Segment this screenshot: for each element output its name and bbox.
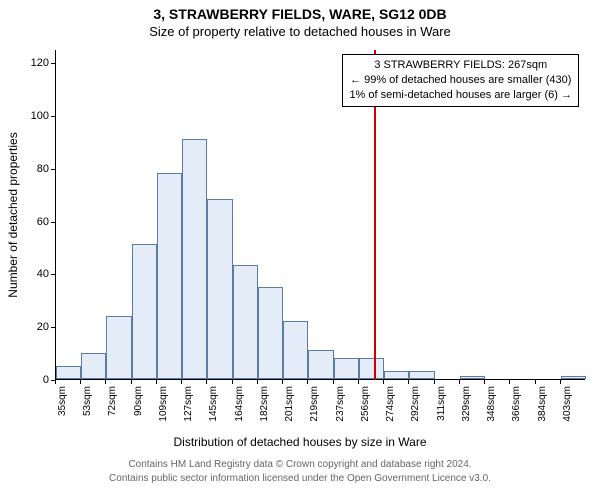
bar	[334, 358, 359, 379]
chart: Number of detached properties 3 STRAWBER…	[55, 50, 585, 380]
x-tick-label: 384sqm	[537, 386, 548, 422]
x-tick-label: 53sqm	[82, 386, 93, 416]
x-tick-label: 35sqm	[57, 386, 68, 416]
x-tick-mark	[307, 380, 308, 384]
x-tick-mark	[358, 380, 359, 384]
bar	[384, 371, 409, 379]
bar	[132, 244, 157, 379]
page-title: 3, STRAWBERRY FIELDS, WARE, SG12 0DB	[0, 6, 600, 22]
y-tick-mark	[51, 327, 55, 328]
x-tick-label: 145sqm	[208, 386, 219, 422]
x-tick-mark	[257, 380, 258, 384]
info-line-2: ← 99% of detached houses are smaller (43…	[349, 73, 572, 88]
x-tick-label: 72sqm	[107, 386, 118, 416]
bar	[258, 287, 283, 379]
info-line-1: 3 STRAWBERRY FIELDS: 267sqm	[349, 58, 572, 73]
x-tick-mark	[55, 380, 56, 384]
x-tick-mark	[156, 380, 157, 384]
x-tick-label: 237sqm	[335, 386, 346, 422]
x-tick-mark	[484, 380, 485, 384]
bar	[460, 376, 485, 379]
x-tick-label: 292sqm	[410, 386, 421, 422]
x-tick-mark	[80, 380, 81, 384]
y-tick-label: 100	[17, 110, 49, 122]
x-axis-label: Distribution of detached houses by size …	[0, 435, 600, 449]
x-tick-mark	[105, 380, 106, 384]
bar	[233, 265, 258, 379]
x-tick-label: 348sqm	[486, 386, 497, 422]
y-tick-label: 60	[17, 216, 49, 228]
bar	[81, 353, 106, 379]
bar	[283, 321, 308, 379]
y-tick-mark	[51, 169, 55, 170]
x-tick-mark	[232, 380, 233, 384]
y-tick-label: 120	[17, 57, 49, 69]
footer: Contains HM Land Registry data © Crown c…	[0, 458, 600, 485]
y-tick-label: 40	[17, 268, 49, 280]
x-tick-mark	[535, 380, 536, 384]
x-tick-mark	[434, 380, 435, 384]
bar	[561, 376, 586, 379]
plot-area: 3 STRAWBERRY FIELDS: 267sqm ← 99% of det…	[55, 50, 585, 380]
x-tick-label: 109sqm	[158, 386, 169, 422]
x-tick-label: 311sqm	[436, 386, 447, 421]
x-tick-mark	[282, 380, 283, 384]
x-tick-mark	[181, 380, 182, 384]
info-line-3: 1% of semi-detached houses are larger (6…	[349, 88, 572, 103]
bar	[207, 199, 232, 379]
x-tick-mark	[206, 380, 207, 384]
x-tick-label: 274sqm	[385, 386, 396, 422]
y-tick-label: 0	[17, 374, 49, 386]
x-tick-label: 164sqm	[234, 386, 245, 422]
x-tick-label: 201sqm	[284, 386, 295, 422]
y-tick-mark	[51, 63, 55, 64]
footer-line-2: Contains public sector information licen…	[0, 472, 600, 486]
x-tick-mark	[131, 380, 132, 384]
x-tick-label: 366sqm	[511, 386, 522, 422]
x-tick-mark	[560, 380, 561, 384]
bar	[308, 350, 333, 379]
x-tick-mark	[408, 380, 409, 384]
x-tick-label: 182sqm	[259, 386, 270, 422]
bar	[182, 139, 207, 379]
x-tick-mark	[509, 380, 510, 384]
y-tick-mark	[51, 116, 55, 117]
x-tick-label: 127sqm	[183, 386, 194, 422]
x-tick-label: 329sqm	[461, 386, 472, 422]
bar	[359, 358, 384, 379]
y-tick-mark	[51, 222, 55, 223]
x-tick-mark	[333, 380, 334, 384]
x-tick-label: 256sqm	[360, 386, 371, 422]
x-tick-label: 219sqm	[309, 386, 320, 422]
bar	[56, 366, 81, 379]
y-tick-label: 80	[17, 163, 49, 175]
bar	[409, 371, 434, 379]
x-tick-mark	[383, 380, 384, 384]
bar	[106, 316, 131, 379]
bar	[157, 173, 182, 379]
x-tick-label: 90sqm	[133, 386, 144, 416]
info-box: 3 STRAWBERRY FIELDS: 267sqm ← 99% of det…	[342, 54, 579, 107]
y-tick-label: 20	[17, 321, 49, 333]
y-tick-mark	[51, 274, 55, 275]
page-subtitle: Size of property relative to detached ho…	[0, 24, 600, 39]
x-tick-mark	[459, 380, 460, 384]
footer-line-1: Contains HM Land Registry data © Crown c…	[0, 458, 600, 472]
x-tick-label: 403sqm	[562, 386, 573, 422]
